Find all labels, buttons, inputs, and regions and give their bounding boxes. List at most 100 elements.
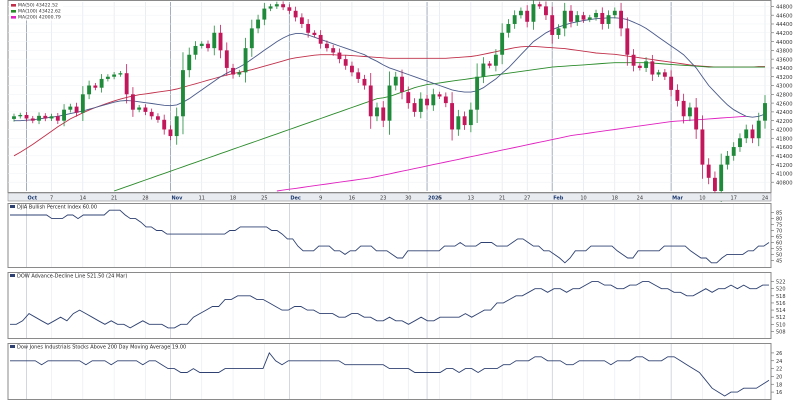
indicator-swatch <box>10 274 15 277</box>
candle-body <box>306 23 311 33</box>
date-axis-bar <box>7 192 772 202</box>
price-y-tick-label: 41000 <box>776 172 793 178</box>
candle-body <box>324 43 329 49</box>
candle-body <box>299 17 304 24</box>
candle-body <box>450 103 455 130</box>
indicator-y-tick-label: 510 <box>776 322 786 328</box>
indicator-title: DJIA Bullish Percent Index 60.00 <box>17 205 97 211</box>
candle-body <box>637 65 642 68</box>
candle-body <box>662 72 667 77</box>
date-tick-label: 10 <box>580 195 586 201</box>
date-tick-label: 30 <box>405 195 411 201</box>
moving-average-lines <box>13 17 766 192</box>
indicator-y-tick-label: 514 <box>776 308 786 314</box>
indicator-frame <box>7 203 772 268</box>
price-y-tick-label: 42800 <box>776 93 793 99</box>
price-y-tick-label: 43400 <box>776 66 793 72</box>
price-y-tick-label: 43800 <box>776 49 793 55</box>
price-y-tick-label: 44800 <box>776 5 793 11</box>
date-tick-label: 21 <box>499 195 505 201</box>
date-tick-label: 11 <box>199 195 205 201</box>
candle-body <box>181 70 185 117</box>
candle-body <box>725 155 730 165</box>
price-y-tick-label: 42400 <box>776 110 793 116</box>
candle-body <box>431 94 436 106</box>
candle-body <box>93 85 98 88</box>
candle-body <box>587 17 592 20</box>
candle-body <box>387 85 392 121</box>
candle-body <box>475 76 480 110</box>
candle-body <box>281 4 286 8</box>
candle-body <box>199 43 204 46</box>
indicator-y-tick-label: 50 <box>776 252 782 258</box>
candle-body <box>600 12 605 24</box>
candle-body <box>156 116 160 120</box>
price-y-tick-label: 41600 <box>776 145 793 151</box>
legend-label: MA(200) 42000.79 <box>18 15 61 21</box>
candle-body <box>212 32 217 49</box>
candle-body <box>381 107 386 121</box>
candle-body <box>750 129 755 139</box>
candle-body <box>687 107 692 117</box>
ma-line-ma-50 <box>13 45 765 157</box>
indicator-y-tick-label: 20 <box>776 374 782 380</box>
price-y-tick-label: 44600 <box>776 13 793 19</box>
indicator-y-tick-label: 512 <box>776 315 786 321</box>
candle-body <box>569 10 573 22</box>
candle-body <box>18 114 23 117</box>
indicator-frame <box>7 343 772 400</box>
legend-swatch <box>11 16 16 19</box>
candle-body <box>49 116 54 119</box>
candle-body <box>681 100 686 117</box>
date-tick-label: Oct <box>28 195 38 201</box>
candle-body <box>418 98 423 112</box>
date-tick-label: 18 <box>612 195 618 201</box>
legend-label: MA(50) 43422.52 <box>18 3 58 9</box>
date-tick-label: 14 <box>80 195 86 201</box>
indicator-y-tick-label: 18 <box>776 382 782 388</box>
date-tick-label: Dec <box>290 195 301 201</box>
candle-body <box>506 23 511 33</box>
candle-body <box>544 6 548 16</box>
candle-body <box>669 76 674 90</box>
indicator-frame <box>7 272 772 339</box>
candle-body <box>37 115 41 121</box>
candle-body <box>437 94 442 97</box>
candle-body <box>112 74 117 77</box>
candle-body <box>518 10 523 16</box>
candle-body <box>594 12 598 18</box>
date-tick-label: Mar <box>672 195 683 201</box>
candle-body <box>224 50 229 68</box>
candle-body <box>738 138 742 148</box>
candle-body <box>137 107 142 110</box>
candle-body <box>243 48 248 73</box>
date-tick-label: 17 <box>731 195 737 201</box>
candle-body <box>350 65 354 73</box>
candle-body <box>118 73 123 75</box>
candle-body <box>719 164 724 191</box>
candle-body <box>256 19 261 29</box>
candle-body <box>218 32 223 51</box>
candle-body <box>55 116 60 121</box>
date-tick-label: 24 <box>637 195 643 201</box>
candle-body <box>287 7 292 11</box>
candle-body <box>744 129 749 139</box>
price-y-tick-label: 42200 <box>776 119 793 125</box>
candle-body <box>606 15 611 24</box>
date-tick-label: 7 <box>50 195 53 201</box>
candle-body <box>531 4 536 22</box>
candle-body <box>162 119 167 130</box>
candle-body <box>425 98 429 106</box>
candle-body <box>468 109 473 126</box>
candle-body <box>456 116 461 130</box>
candle-body <box>712 177 717 191</box>
date-tick-label: Nov <box>171 195 183 201</box>
price-y-tick-label: 41400 <box>776 154 793 160</box>
candle-body <box>74 106 79 113</box>
candle-body <box>343 59 348 66</box>
candle-body <box>763 103 767 121</box>
date-tick-label: 10 <box>699 195 705 201</box>
date-tick-label: 21 <box>111 195 117 201</box>
